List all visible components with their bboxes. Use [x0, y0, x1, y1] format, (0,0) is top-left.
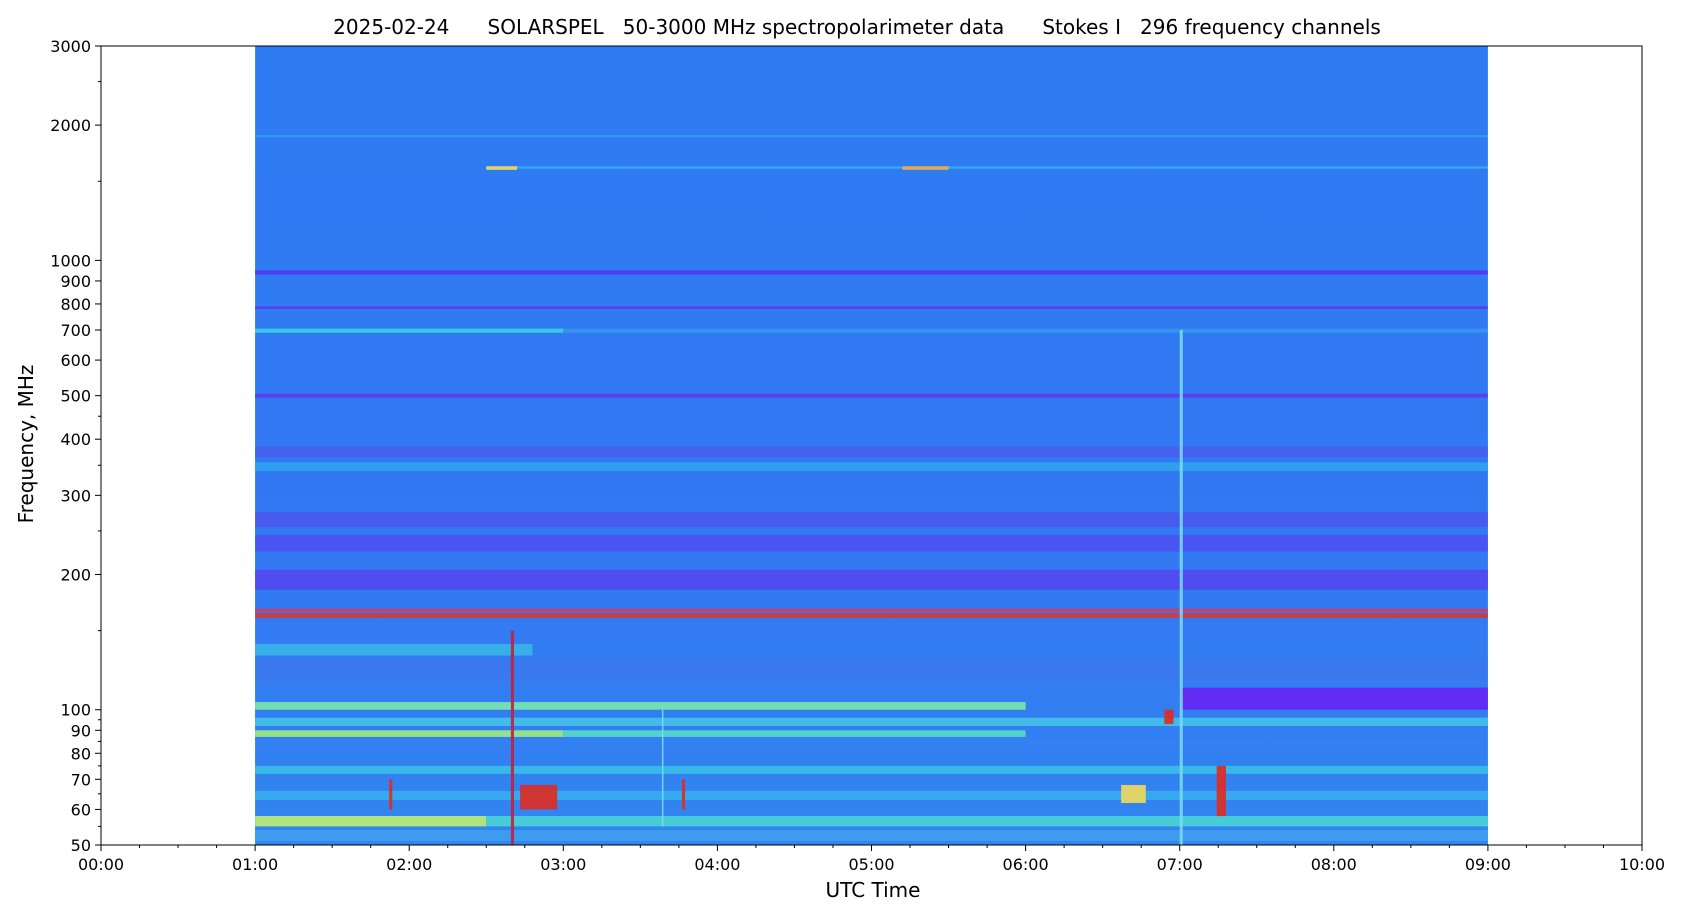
heatmap-band	[255, 730, 564, 737]
x-tick-label: 06:00	[1003, 855, 1049, 874]
heatmap-burst	[389, 779, 393, 810]
heatmap-burst	[1164, 709, 1174, 724]
heatmap-burst	[681, 779, 686, 810]
y-tick-label: 50	[71, 836, 91, 855]
x-tick-label: 04:00	[694, 855, 740, 874]
heatmap-shading	[255, 46, 1488, 845]
heatmap-burst	[1216, 765, 1226, 817]
heatmap-band	[1179, 687, 1488, 710]
x-tick-label: 10:00	[1619, 855, 1665, 874]
y-tick-label: 90	[71, 721, 91, 740]
y-axis-label: Frequency, MHz	[14, 365, 38, 524]
heatmap-band	[255, 644, 533, 656]
y-tick-label: 3000	[50, 37, 91, 56]
heatmap-burst	[902, 166, 949, 170]
heatmap-band	[255, 658, 1488, 683]
y-tick-label: 700	[60, 321, 91, 340]
heatmap-band	[255, 534, 1488, 552]
y-tick-label: 2000	[50, 116, 91, 135]
x-tick-label: 08:00	[1311, 855, 1357, 874]
x-tick-label: 00:00	[78, 855, 124, 874]
y-tick-label: 100	[60, 701, 91, 720]
heatmap-band	[255, 569, 1488, 590]
x-tick-label: 05:00	[848, 855, 894, 874]
heatmap-burst	[661, 709, 664, 827]
heatmap-band	[563, 730, 1026, 737]
heatmap-band	[255, 306, 1488, 309]
y-tick-label: 200	[60, 565, 91, 584]
heatmap-band	[486, 816, 1488, 827]
y-tick-label: 400	[60, 430, 91, 449]
x-tick-label: 03:00	[540, 855, 586, 874]
heatmap-band	[255, 446, 1488, 458]
heatmap-burst	[1179, 329, 1183, 846]
heatmap-band	[255, 270, 1488, 275]
heatmap-band	[255, 512, 1488, 528]
chart-title: 2025-02-24 SOLARSPEL 50-3000 MHz spectro…	[333, 15, 1381, 39]
heatmap-band	[255, 829, 1488, 842]
heatmap-band	[255, 613, 1488, 619]
y-tick-label: 900	[60, 272, 91, 291]
heatmap-burst	[486, 166, 518, 170]
heatmap-band	[255, 790, 1488, 800]
y-tick-label: 80	[71, 744, 91, 763]
heatmap-band	[255, 462, 1488, 471]
x-axis-label: UTC Time	[826, 878, 921, 902]
heatmap-burst	[1121, 784, 1146, 804]
heatmap-band	[255, 608, 1488, 613]
y-tick-label: 70	[71, 770, 91, 789]
y-tick-label: 600	[60, 351, 91, 370]
heatmap-band	[255, 328, 564, 333]
heatmap-band	[255, 702, 1026, 710]
heatmap-burst	[520, 784, 558, 810]
x-tick-label: 02:00	[386, 855, 432, 874]
y-tick-label: 1000	[50, 251, 91, 270]
y-tick-label: 60	[71, 800, 91, 819]
heatmap-band	[255, 135, 1488, 138]
x-tick-label: 01:00	[232, 855, 278, 874]
x-tick-label: 07:00	[1157, 855, 1203, 874]
x-tick-label: 09:00	[1465, 855, 1511, 874]
heatmap-band	[255, 816, 487, 827]
heatmap-band	[255, 717, 1488, 727]
heatmap-band	[486, 166, 1488, 169]
heatmap-band	[255, 393, 1488, 398]
heatmap-burst	[510, 630, 514, 845]
heatmap-band	[563, 328, 1488, 333]
y-tick-label: 300	[60, 486, 91, 505]
y-tick-label: 500	[60, 387, 91, 406]
axes: 00:00 01:00 02:00 03:00 04:00 05:00 06:00 07:00…	[50, 37, 1665, 874]
y-tick-label: 800	[60, 295, 91, 314]
heatmap-band	[255, 765, 1488, 774]
spectrogram-plot	[101, 46, 1642, 846]
